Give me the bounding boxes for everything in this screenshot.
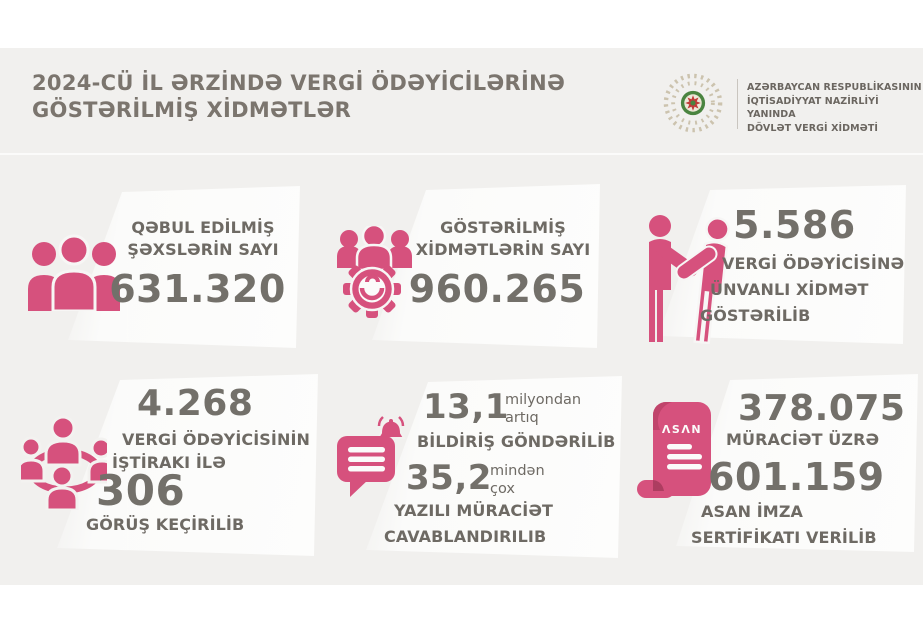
addressed-service-label-line3: GÖSTƏRİLİB (700, 306, 811, 325)
asan-scroll-text: ΛSΛN (662, 423, 702, 436)
written-appeals-suffix-line1: mindən (490, 463, 545, 479)
ministry-name-line1: AZƏRBAYCAN RESPUBLİKASININ (747, 82, 922, 93)
addressed-service-label-line2: ÜNVANLI XİDMƏT (710, 280, 869, 299)
addressed-service-value: 5.586 (733, 203, 856, 247)
asan-certificate-icon: ΛSΛN (637, 402, 711, 498)
meetings-count-value: 306 (96, 466, 186, 515)
meetings-label-line2: İŞTİRAKI İLƏ (112, 453, 226, 472)
asan-applications-label: MÜRACİƏT ÜZRƏ (726, 430, 880, 449)
handshake-icon (649, 215, 730, 344)
people-gear-icon (337, 226, 412, 318)
ministry-name-line3: DÖVLƏT VERGİ XİDMƏTİ (747, 122, 879, 134)
ministry-name-line2: İQTİSADİYYAT NAZİRLİYİ YANINDA (747, 95, 879, 121)
notification-chat-icon (337, 416, 406, 497)
written-appeals-label-line1: YAZILI MÜRACİƏT (394, 501, 554, 520)
notifications-suffix-line1: milyondan (505, 392, 582, 408)
asan-certificates-label-line1: ASAN İMZA (701, 502, 804, 521)
written-appeals-value: 35,2 (406, 458, 492, 498)
notifications-label: BİLDİRİŞ GÖNDƏRİLİB (417, 432, 616, 451)
ministry-emblem-icon (663, 73, 723, 133)
page-title-line1: 2024-CÜ İL ƏRZİNDƏ VERGİ ÖDƏYİCİLƏRİNƏ (32, 71, 566, 95)
addressed-service-label-line1: VERGİ ÖDƏYİCİSİNƏ (722, 254, 905, 273)
written-appeals-label-line2: CAVABLANDIRILIB (384, 527, 547, 546)
ministry-name: AZƏRBAYCAN RESPUBLİKASININ İQTİSADİYYAT … (747, 81, 923, 135)
meetings-label-line1: VERGİ ÖDƏYİCİSİNİN (122, 430, 311, 449)
people-group-icon (28, 234, 120, 311)
header-divider (0, 153, 923, 155)
meeting-icon (21, 415, 107, 510)
asan-certificates-value: 601.159 (708, 455, 885, 499)
received-persons-label-line2: ŞƏXSLƏRİN SAYI (127, 240, 279, 259)
page-title: 2024-CÜ İL ƏRZİNDƏ VERGİ ÖDƏYİCİLƏRİNƏ G… (32, 70, 592, 124)
notifications-suffix-line2: artıq (505, 410, 539, 426)
services-provided-value: 960.265 (408, 267, 586, 311)
asan-applications-value: 378.075 (738, 388, 906, 429)
services-provided-label-line2: XİDMƏTLƏRİN SAYI (415, 240, 591, 259)
page-title-line2: GÖSTƏRİLMİŞ XİDMƏTLƏR (32, 98, 352, 122)
received-persons-label-line1: QƏBUL EDİLMİŞ (131, 218, 275, 237)
logo-divider (737, 79, 738, 129)
meetings-participants-value: 4.268 (137, 383, 254, 424)
notifications-value: 13,1 (423, 387, 509, 427)
meetings-label-line3: GÖRÜŞ KEÇİRİLİB (86, 515, 245, 534)
received-persons-value: 631.320 (109, 267, 286, 311)
asan-certificates-label-line2: SERTİFİKATI VERİLİB (691, 528, 877, 547)
services-provided-label-line1: GÖSTƏRİLMİŞ (440, 218, 566, 237)
written-appeals-suffix-line2: çox (490, 481, 515, 497)
